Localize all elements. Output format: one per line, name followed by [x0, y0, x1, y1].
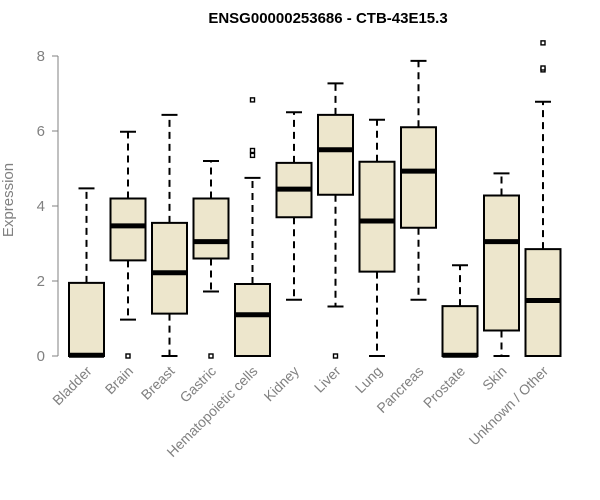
outlier-point [332, 353, 339, 359]
outlier-point [125, 353, 131, 359]
box-kidney [275, 111, 313, 301]
iqr-box [441, 305, 479, 357]
box-prostate [441, 264, 479, 358]
iqr-box [317, 113, 354, 196]
box-skin [483, 172, 520, 357]
iqr-box [68, 281, 105, 357]
box-hematopoietic-cells [234, 97, 271, 357]
x-tick-label: Brain [102, 363, 136, 397]
outlier-point [249, 97, 256, 103]
box-liver [317, 82, 354, 359]
x-tick-label: Prostate [420, 363, 468, 411]
y-tick-label: 0 [37, 348, 45, 365]
iqr-box [151, 221, 188, 315]
outlier-point [540, 40, 546, 46]
box-brain [109, 130, 147, 359]
x-tick-label: Bladder [49, 363, 95, 409]
iqr-box [192, 197, 230, 260]
x-tick-label: Liver [311, 363, 344, 396]
x-tick-label: Unknown / Other [466, 363, 552, 449]
outlier-point [540, 65, 546, 71]
iqr-box [358, 160, 396, 273]
iqr-box [400, 126, 437, 229]
x-tick-label: Kidney [261, 363, 303, 405]
chart-title: ENSG00000253686 - CTB-43E15.3 [208, 10, 447, 27]
outlier-point [249, 152, 256, 159]
outlier-point [208, 353, 214, 359]
iqr-box [234, 283, 271, 357]
y-tick-label: 4 [37, 198, 45, 215]
y-axis: 0 2 4 6 8 [37, 48, 59, 365]
x-tick-label: Breast [138, 363, 178, 403]
box-lung [358, 118, 396, 357]
box-pancreas [400, 59, 437, 301]
box-breast [151, 113, 188, 357]
outlier-point [249, 147, 256, 154]
x-tick-label: Lung [352, 363, 385, 396]
box-unknown-other [524, 40, 562, 357]
y-tick-label: 6 [37, 123, 45, 140]
y-axis-label: Expression [0, 163, 17, 237]
box-gastric [192, 160, 230, 359]
y-tick-label: 8 [37, 48, 45, 65]
box-bladder [68, 187, 105, 358]
iqr-box [109, 197, 147, 262]
boxes [68, 40, 562, 359]
x-tick-label: Skin [479, 363, 510, 394]
iqr-box [483, 194, 520, 332]
y-tick-label: 2 [37, 273, 45, 290]
